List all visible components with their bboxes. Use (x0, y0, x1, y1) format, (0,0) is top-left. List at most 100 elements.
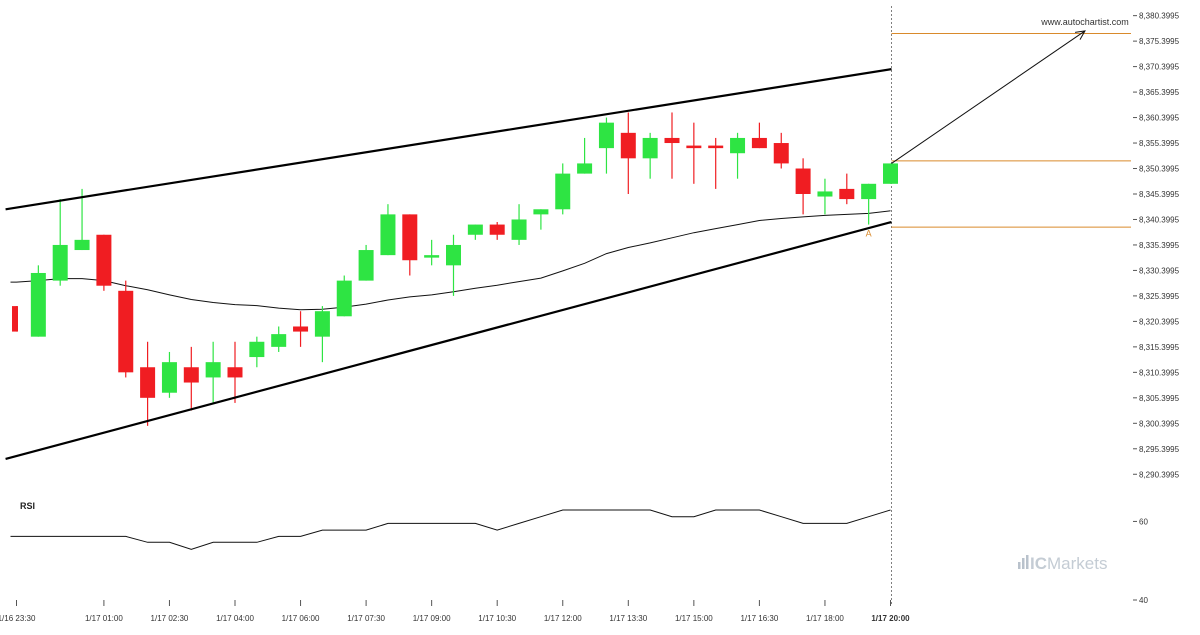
time-tick-label: 1/16 23:30 (0, 614, 36, 623)
candle-body (686, 145, 702, 149)
candle-body (314, 311, 330, 337)
forecast: A (866, 30, 1086, 239)
candle-body (664, 137, 680, 144)
time-tick-label: 1/17 09:00 (413, 614, 451, 623)
time-axis: 1/16 23:30 1/17 01:00 1/17 02:30 1/17 04:00… (0, 600, 910, 623)
candle (467, 224, 483, 240)
time-tick-label: 1/17 16:30 (740, 614, 778, 623)
price-tick-label: 8,305.3995 (1139, 394, 1180, 403)
rsi-axis: 60 40 (1133, 517, 1148, 605)
candle (336, 275, 352, 317)
rsi-title: RSI (20, 501, 35, 511)
candle (74, 188, 90, 251)
candle-body (380, 214, 396, 256)
candle (249, 336, 265, 368)
candle-body (467, 224, 483, 235)
price-tick-label: 8,310.3995 (1139, 368, 1180, 377)
candle (883, 163, 898, 184)
candle (861, 183, 877, 225)
candle-body (489, 224, 505, 235)
trendlines (5, 68, 892, 461)
candle-body (271, 334, 287, 347)
price-tick-label: 8,370.3995 (1139, 63, 1180, 72)
candle-body (577, 163, 593, 174)
candle (96, 234, 112, 291)
candle-body (205, 362, 221, 378)
candle (686, 122, 702, 184)
upper-trendline (5, 68, 892, 211)
candle (183, 346, 199, 411)
candle-body (795, 168, 811, 194)
svg-text:ICMarkets: ICMarkets (1030, 554, 1107, 573)
candle-body (402, 214, 418, 261)
price-tick-label: 8,320.3995 (1139, 317, 1180, 326)
candle (817, 178, 833, 215)
icmarkets-logo: ICMarkets (1018, 554, 1107, 573)
forecast-arrow-head (1075, 30, 1086, 40)
pattern-marker-label: A (866, 229, 872, 239)
candle (380, 204, 396, 256)
time-tick-label: 1/17 12:00 (544, 614, 582, 623)
price-tick-label: 8,335.3995 (1139, 241, 1180, 250)
time-tick-label: 1/17 04:00 (216, 614, 254, 623)
candle (773, 132, 789, 169)
candle (30, 265, 46, 337)
time-tick-label: 1/17 13:30 (609, 614, 647, 623)
candle (402, 214, 418, 276)
candle (620, 112, 636, 194)
candle (664, 112, 680, 179)
price-tick-label: 8,380.3995 (1139, 12, 1180, 21)
candle-body (52, 244, 68, 281)
candle (730, 132, 746, 179)
candle (795, 158, 811, 215)
time-tick-label: 1/17 01:00 (85, 614, 123, 623)
candle (118, 280, 134, 378)
price-tick-label: 8,360.3995 (1139, 114, 1180, 123)
candle (839, 173, 855, 205)
candle-body (161, 362, 177, 393)
candle (751, 122, 767, 149)
candle-body (293, 326, 309, 332)
candle-body (358, 250, 374, 281)
candle-body (424, 255, 440, 258)
rsi-tick-label: 60 (1139, 517, 1148, 526)
candle-body (183, 367, 199, 383)
candle-body (730, 137, 746, 154)
candle (271, 326, 287, 352)
candle-body (773, 143, 789, 164)
candle (314, 306, 330, 363)
candle-body (336, 280, 352, 317)
candle (424, 239, 440, 266)
rsi-line (10, 509, 891, 550)
brand-name: Markets (1047, 554, 1107, 573)
candle (161, 351, 177, 398)
price-tick-label: 8,365.3995 (1139, 88, 1180, 97)
candle-body (96, 234, 112, 286)
price-axis: 8,380.3995 8,375.3995 8,370.3995 8,365.3995… (1133, 12, 1180, 479)
price-levels (891, 32, 1131, 228)
candle (205, 341, 221, 403)
forecast-arrow-line (891, 30, 1086, 164)
candle-body (555, 173, 571, 210)
price-tick-label: 8,340.3995 (1139, 215, 1180, 224)
candle-body (249, 341, 265, 358)
candle (446, 234, 461, 296)
price-tick-label: 8,290.3995 (1139, 470, 1180, 479)
price-tick-label: 8,350.3995 (1139, 165, 1180, 174)
time-tick-label: 1/17 20:00 (871, 614, 910, 623)
rsi-tick-label: 40 (1139, 596, 1148, 605)
candle (642, 132, 658, 179)
time-tick-label: 1/17 10:30 (478, 614, 516, 623)
moving-average-line (10, 210, 891, 311)
price-tick-label: 8,325.3995 (1139, 292, 1180, 301)
price-tick-label: 8,345.3995 (1139, 190, 1180, 199)
watermark-url: www.autochartist.com (1040, 17, 1129, 27)
candle (555, 163, 571, 215)
time-tick-label: 1/17 06:00 (282, 614, 320, 623)
candle (358, 244, 374, 281)
rsi-panel (10, 509, 891, 550)
price-tick-label: 8,315.3995 (1139, 343, 1180, 352)
candle-body (12, 306, 18, 332)
